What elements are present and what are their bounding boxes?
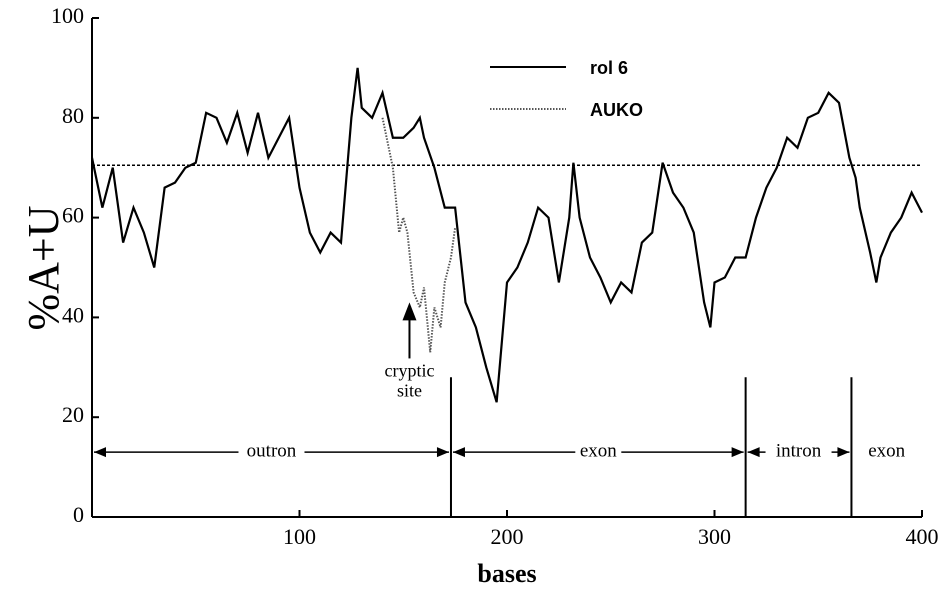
- region-label: exon: [580, 440, 617, 461]
- arrow-head: [452, 447, 465, 458]
- y-axis-label: %A+U: [19, 205, 68, 330]
- y-tick-label: 40: [62, 302, 84, 327]
- arrow-head: [436, 447, 449, 458]
- y-tick-label: 80: [62, 103, 84, 128]
- x-tick-label: 100: [283, 524, 316, 549]
- label-bg: [765, 442, 832, 463]
- y-tick-label: 60: [62, 203, 84, 228]
- y-tick-label: 0: [73, 502, 84, 527]
- annotation-text: cryptic: [384, 361, 434, 381]
- region-label: exon: [868, 440, 905, 461]
- annotation-head: [402, 302, 417, 321]
- region-label: outron: [247, 440, 297, 461]
- arrow-head: [747, 447, 760, 458]
- x-tick-label: 200: [491, 524, 524, 549]
- arrow-head: [731, 447, 744, 458]
- y-tick-label: 100: [51, 3, 84, 28]
- label-bg: [575, 442, 622, 463]
- label-bg: [238, 442, 305, 463]
- region-label: intron: [776, 440, 822, 461]
- series-line: [381, 117, 457, 353]
- legend-label: AUKO: [590, 100, 643, 120]
- arrow-head: [94, 447, 106, 458]
- x-tick-label: 400: [906, 524, 939, 549]
- x-tick-label: 300: [698, 524, 731, 549]
- legend-label: rol 6: [590, 58, 628, 78]
- annotation-text: site: [397, 381, 422, 401]
- series-line: [90, 67, 923, 403]
- y-tick-label: 20: [62, 402, 84, 427]
- x-axis-label: bases: [477, 559, 536, 588]
- arrow-head: [837, 447, 850, 458]
